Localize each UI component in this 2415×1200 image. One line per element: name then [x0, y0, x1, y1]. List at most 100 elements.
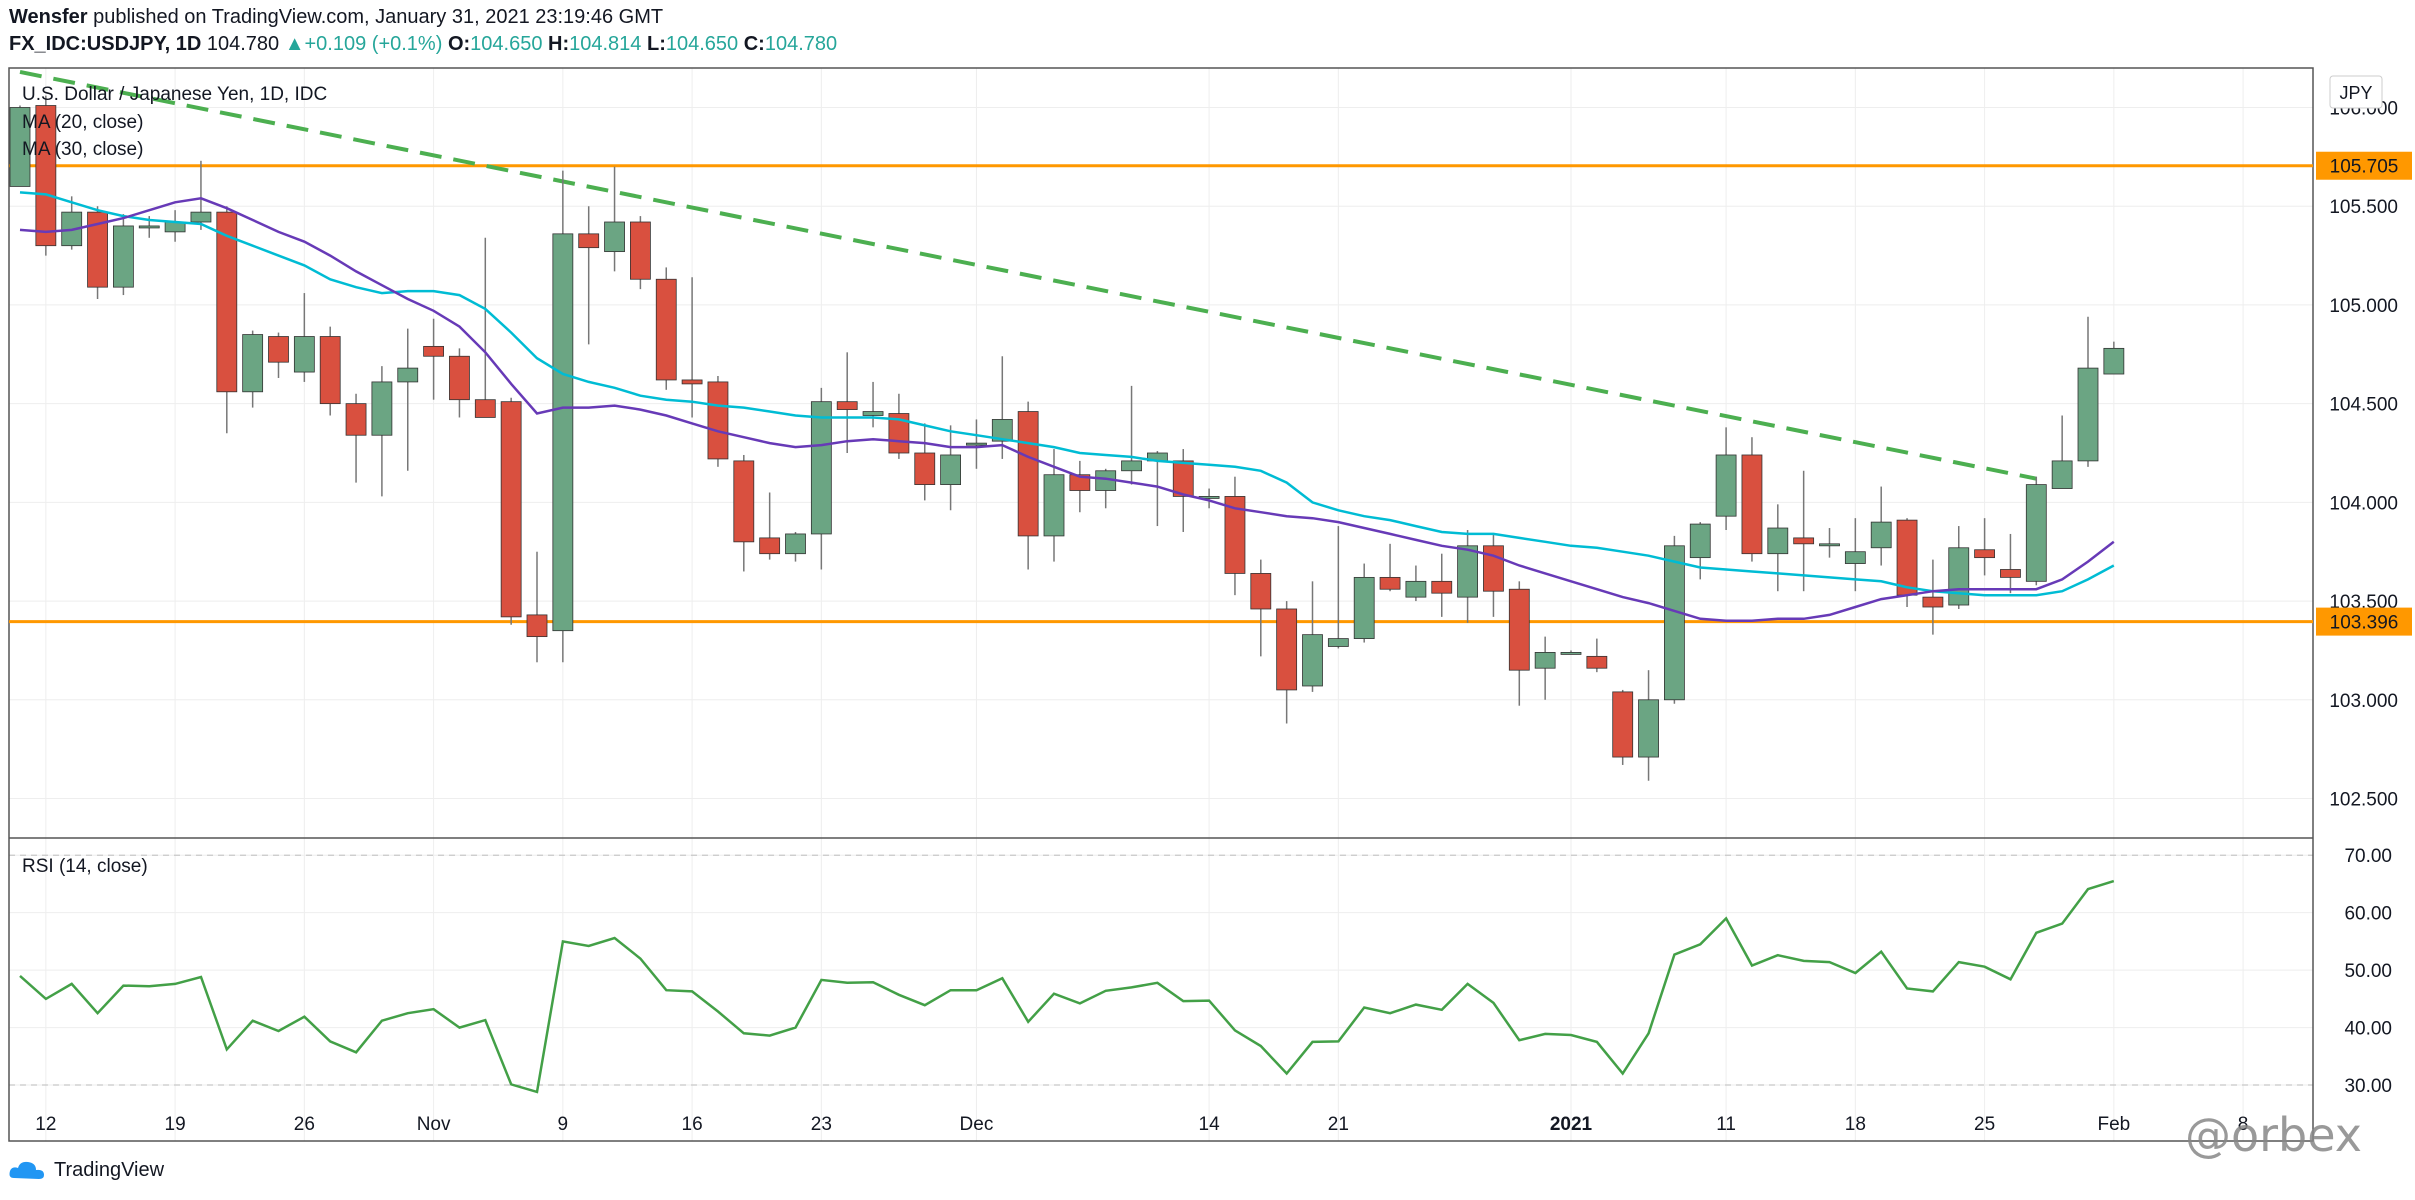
chart-grid	[9, 68, 2313, 1141]
time-tick-label: 23	[811, 1114, 832, 1135]
rsi-tick-label: 60.00	[2344, 904, 2392, 925]
candle-body	[397, 367, 419, 383]
rsi-legend: RSI (14, close)	[22, 856, 148, 877]
currency-label-box: JPY	[2329, 75, 2383, 109]
candle-body	[1638, 699, 1659, 758]
candle-body	[449, 355, 470, 401]
candle-body	[1922, 596, 1944, 608]
candle-body	[500, 401, 522, 618]
trendline	[19, 69, 2037, 481]
candle-body	[1664, 545, 1685, 701]
candle-body	[1612, 691, 1634, 758]
candle-body	[1483, 545, 1504, 592]
candle-body	[345, 403, 367, 436]
price-tick-label: 102.500	[2329, 790, 2398, 811]
low-label: L:	[646, 33, 666, 55]
close-value: 104.780	[764, 33, 838, 55]
candle-body	[1172, 460, 1194, 497]
candle-body	[733, 460, 755, 543]
currency-label: JPY	[2339, 83, 2372, 103]
candle-body	[1974, 549, 1995, 559]
publisher-name[interactable]: Wensfer	[9, 6, 88, 28]
support-resistance-levels	[9, 164, 2313, 624]
candle-body	[2051, 460, 2073, 489]
candle-body	[113, 225, 134, 288]
tradingview-brand[interactable]: TradingView	[8, 1158, 164, 1182]
candle-body	[268, 336, 289, 363]
candle-body	[1948, 547, 1970, 606]
ma30-legend: MA (30, close)	[22, 139, 143, 160]
time-tick-label: 14	[1199, 1114, 1221, 1135]
time-tick-label: 11	[1716, 1114, 1736, 1135]
candle-body	[552, 233, 574, 632]
candle-body	[1844, 551, 1866, 564]
price-tick-label: 104.000	[2329, 493, 2398, 514]
candle-body	[681, 379, 703, 385]
candle-body	[2000, 569, 2021, 578]
candle-body	[1069, 474, 1091, 491]
time-tick-label: 19	[165, 1114, 186, 1135]
ohlc-header: FX_IDC:USDJPY, 1D 104.780 ▲+0.109 (+0.1%…	[9, 33, 837, 56]
low-value: 104.650	[665, 33, 739, 55]
time-tick-label: 21	[1328, 1114, 1349, 1135]
candle-body	[1379, 576, 1401, 590]
candle-body	[914, 452, 936, 485]
main-pane-border	[8, 67, 2314, 1142]
candle-body	[578, 233, 600, 249]
time-tick-label: 26	[294, 1114, 315, 1135]
candle-body	[1405, 580, 1427, 598]
time-tick-label: 16	[682, 1114, 703, 1135]
candle-body	[810, 401, 832, 535]
cloud-logo-icon	[9, 1161, 44, 1179]
rsi-tick-label: 40.00	[2344, 1019, 2392, 1040]
candle-body	[526, 614, 548, 638]
candle-body	[9, 107, 31, 187]
time-tick-label: Feb	[2097, 1114, 2130, 1135]
candle-body	[1767, 527, 1789, 555]
candle-body	[293, 336, 315, 373]
candle-body	[1560, 652, 1582, 655]
up-arrow-icon: ▲	[284, 33, 305, 55]
rsi-layer	[19, 879, 2115, 1094]
candle-body	[1276, 608, 1298, 691]
candle-body	[966, 442, 987, 446]
ma20-line	[19, 197, 2115, 623]
candle-body	[888, 413, 910, 454]
high-value: 104.814	[569, 33, 642, 55]
candle-body	[474, 399, 496, 418]
ma30-line	[19, 191, 2115, 597]
candle-body	[423, 345, 445, 357]
candle-body	[940, 454, 961, 485]
level-price-tag	[2316, 151, 2412, 180]
candle-body	[630, 221, 651, 280]
candle-body	[1043, 474, 1065, 537]
rsi-line	[19, 879, 2115, 1094]
candle-body	[1224, 496, 1246, 574]
candle-body	[319, 336, 341, 405]
publish-info: Wensfer published on TradingView.com, Ja…	[9, 6, 663, 29]
open-label: O:	[447, 33, 471, 55]
candle-body	[1819, 543, 1840, 547]
time-tick-label: 2021	[1550, 1114, 1593, 1135]
candle-body	[655, 278, 677, 381]
time-tick-label: Dec	[960, 1114, 994, 1135]
open-value: 104.650	[470, 33, 543, 55]
candle-body	[242, 334, 264, 393]
candle-body	[216, 211, 238, 393]
last-price: 104.780	[206, 33, 280, 55]
candle-body	[1741, 454, 1763, 555]
candle-body	[138, 225, 160, 229]
candle-body	[1508, 588, 1530, 671]
candle-body	[1793, 537, 1815, 545]
price-tick-label: 103.000	[2329, 691, 2398, 712]
candle-body	[1327, 638, 1349, 647]
candle-body	[862, 411, 884, 416]
candle-body	[785, 533, 806, 555]
candle-body	[1431, 580, 1453, 594]
time-tick-label: 18	[1845, 1114, 1866, 1135]
candle-body	[836, 401, 858, 410]
price-change: +0.109 (+0.1%)	[304, 33, 443, 55]
candle-body	[707, 381, 729, 460]
ma20-legend: MA (20, close)	[22, 112, 143, 133]
